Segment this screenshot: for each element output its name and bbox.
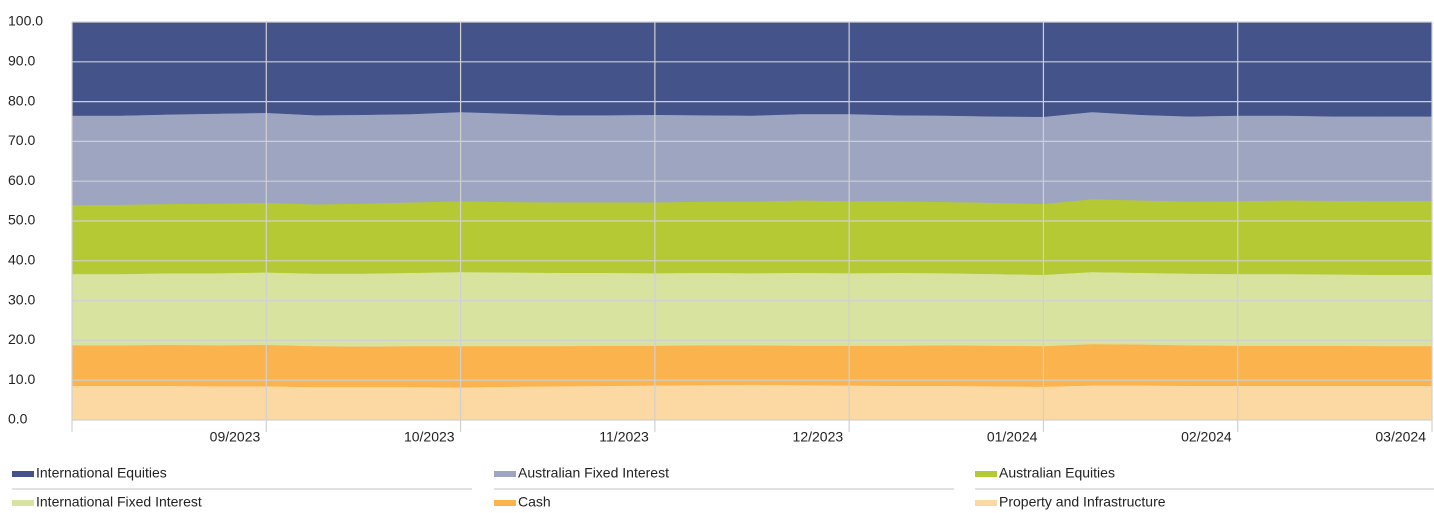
area [71,111,1433,206]
x-tick-label: 02/2024 [1181,429,1232,445]
area [71,198,1433,275]
legend-label: International Fixed Interest [36,494,202,510]
y-tick-label: 90.0 [8,53,35,69]
x-tick-label: 10/2023 [404,429,455,445]
y-tick-label: 60.0 [8,172,35,188]
legend-label: Australian Equities [999,465,1115,481]
legend-label: Property and Infrastructure [999,494,1166,510]
legend-swatch [494,471,516,477]
y-tick-label: 50.0 [8,212,35,228]
x-tick-label: 12/2023 [793,429,844,445]
y-tick-label: 40.0 [8,252,35,268]
x-tick-label: 11/2023 [599,429,649,445]
legend-swatch [12,471,34,477]
y-tick-label: 30.0 [8,291,35,307]
legend-swatch [975,500,997,506]
legend-label: Cash [518,494,551,510]
area [71,384,1433,421]
y-tick-label: 10.0 [8,371,35,387]
legend-swatch [975,471,997,477]
y-tick-label: 70.0 [8,132,35,148]
x-tick-label: 01/2024 [987,429,1038,445]
legend-label: Australian Fixed Interest [518,465,669,481]
y-tick-label: 20.0 [8,331,35,347]
x-tick-label: 03/2024 [1375,429,1426,445]
y-tick-label: 80.0 [8,92,35,108]
legend-swatch [12,500,34,506]
y-tick-label: 0.0 [8,411,28,427]
area [71,271,1433,347]
legend-swatch [494,500,516,506]
x-tick-label: 09/2023 [210,429,261,445]
area [71,21,1433,117]
area [71,343,1433,388]
legend-label: International Equities [36,465,167,481]
y-tick-label: 100.0 [8,13,43,29]
